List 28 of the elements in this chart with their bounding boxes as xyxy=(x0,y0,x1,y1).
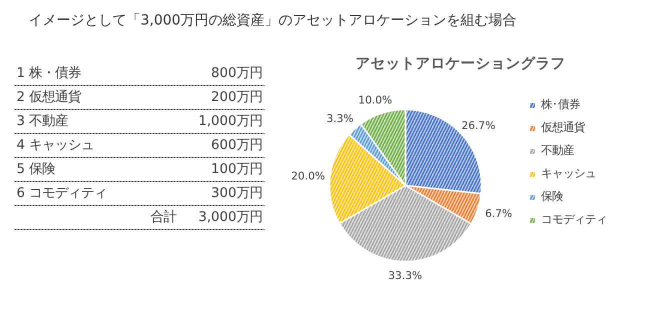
text: 100万円 xyxy=(211,162,263,177)
text: 2 仮想通貨 xyxy=(16,90,82,105)
text: 5 保険 xyxy=(16,162,56,177)
text: 6 コモディティ xyxy=(16,186,108,201)
legend-label: 保険 xyxy=(541,189,563,204)
text: 1 株・債券 xyxy=(16,66,82,81)
data-label: 6.7% xyxy=(485,207,512,220)
text: イメージとして「3,000万円の総資産」のアセットアロケーションを組む場合 xyxy=(28,12,517,28)
text: 600万円 xyxy=(211,138,263,153)
chart-title: アセットアロケーショングラフ xyxy=(356,55,566,72)
legend-label: コモディティ xyxy=(541,212,607,227)
data-label: 10.0% xyxy=(358,93,392,106)
text: 1,000万円 xyxy=(198,114,262,129)
text: 4 キャッシュ xyxy=(16,138,94,153)
legend-label: 株･債券 xyxy=(541,97,580,112)
data-label: 20.0% xyxy=(291,169,325,182)
text: 3,000万円 xyxy=(198,210,262,225)
data-label: 3.3% xyxy=(326,112,354,126)
legend-label: 不動産 xyxy=(541,143,574,158)
data-label: 26.7% xyxy=(461,118,496,132)
legend-label: 仮想通貨 xyxy=(541,120,585,135)
text: 800万円 xyxy=(211,66,263,81)
text: 合計 xyxy=(150,210,176,225)
text: 300万円 xyxy=(211,186,263,201)
legend-label: キャッシュ xyxy=(541,166,596,181)
text: 3 不動産 xyxy=(16,113,68,129)
data-label: 33.3% xyxy=(388,269,422,282)
text: 200万円 xyxy=(211,90,263,105)
